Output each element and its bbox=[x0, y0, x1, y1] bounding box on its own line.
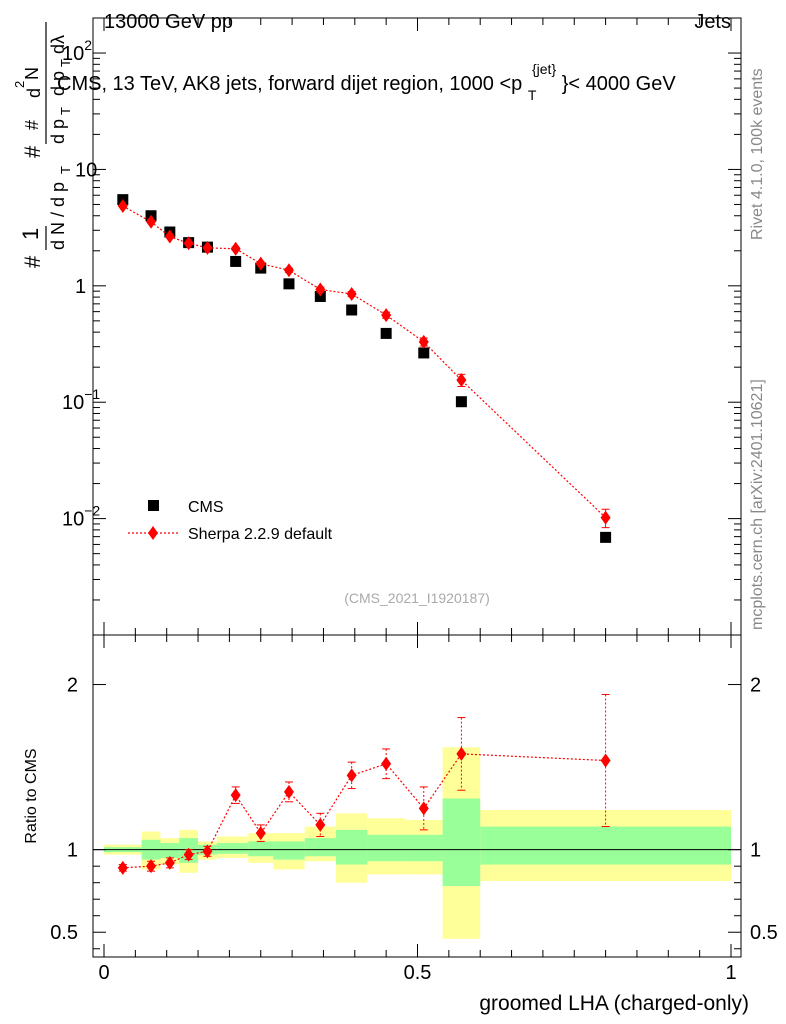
y-tick-label: 102 bbox=[62, 37, 92, 65]
chart-title: CMS, 13 TeV, AK8 jets, forward dijet reg… bbox=[57, 57, 676, 105]
cms-data-point bbox=[455, 396, 467, 408]
svg-text:dλ: dλ bbox=[48, 35, 68, 54]
mcplots-label: mcplots.cern.ch [arXiv:2401.10621] bbox=[749, 379, 766, 630]
y-tick-label: 10 bbox=[75, 159, 97, 181]
sherpa-data-point bbox=[600, 510, 611, 525]
svg-text:d N / d p: d N / d p bbox=[48, 182, 68, 250]
uncertainty-band-stat bbox=[273, 841, 305, 860]
xlabel: groomed LHA (charged-only) bbox=[479, 992, 749, 1015]
cms-data-point bbox=[346, 304, 358, 316]
cms-data-point bbox=[600, 531, 612, 543]
svg-text:d p: d p bbox=[48, 71, 68, 96]
ratio-data-point bbox=[202, 844, 213, 859]
uncertainty-band-stat bbox=[160, 843, 180, 858]
svg-text:#: # bbox=[22, 120, 42, 130]
y-tick-label: 1 bbox=[75, 276, 86, 298]
legend-sherpa-label: Sherpa 2.2.9 default bbox=[188, 526, 333, 543]
ratio-data-point bbox=[283, 784, 294, 799]
ratio-ylabel: Ratio to CMS bbox=[23, 748, 40, 843]
ratio-data-point bbox=[183, 847, 194, 862]
ratio-data-point bbox=[230, 788, 241, 803]
x-tick-label: 1 bbox=[725, 962, 736, 984]
sherpa-data-point bbox=[255, 256, 266, 271]
ratio-data-point bbox=[600, 753, 611, 768]
svg-text:1: 1 bbox=[18, 228, 43, 240]
uncertainty-band-stat bbox=[216, 843, 249, 854]
ratio-data-point bbox=[146, 859, 157, 874]
cms-data-point bbox=[418, 347, 430, 359]
cms-data-point bbox=[283, 278, 295, 290]
ratio-line bbox=[122, 753, 606, 869]
top-ylabel: # 1 d N / d p T # # d p T d 2 N d p T dλ bbox=[12, 22, 73, 268]
ratio-y-tick-label-left: 1 bbox=[67, 840, 78, 862]
x-tick-label: 0 bbox=[98, 962, 109, 984]
svg-text:#: # bbox=[20, 145, 45, 158]
sherpa-data-point bbox=[164, 229, 175, 244]
x-tick-label: 0.5 bbox=[404, 962, 432, 984]
ratio-plot-frame bbox=[92, 634, 742, 958]
ratio-axis-ticks: 0.5 0.5 1 1 2 2 0 0.5 1 bbox=[50, 635, 778, 984]
top-axis-ticks: 10−2 10−1 1 10 102 bbox=[62, 17, 741, 636]
ratio-y-tick-label-left: 2 bbox=[67, 675, 78, 697]
uncertainty-band-stat bbox=[404, 834, 443, 862]
sherpa-data-point bbox=[456, 373, 467, 388]
y-tick-label: 10−2 bbox=[62, 503, 100, 531]
analysis-watermark: (CMS_2021_I1920187) bbox=[344, 590, 490, 606]
ratio-data-point bbox=[346, 768, 357, 783]
ratio-data-point bbox=[381, 756, 392, 771]
svg-text:d p: d p bbox=[48, 119, 68, 144]
svg-text:T: T bbox=[58, 59, 73, 67]
y-tick-label: 10−1 bbox=[62, 386, 100, 414]
ratio-y-tick-label-right: 2 bbox=[750, 675, 761, 697]
uncertainty-band-stat bbox=[442, 798, 481, 886]
legend: CMS Sherpa 2.2.9 default bbox=[128, 499, 333, 543]
svg-text:2: 2 bbox=[12, 81, 27, 88]
sherpa-data-point bbox=[202, 240, 213, 255]
uncertainty-band-stat bbox=[248, 841, 274, 857]
ratio-data-point bbox=[255, 826, 266, 841]
sherpa-data-point bbox=[283, 263, 294, 278]
ratio-data-point bbox=[117, 860, 128, 875]
header-collision-label: 13000 GeV pp bbox=[104, 11, 233, 33]
sherpa-data-point bbox=[418, 334, 429, 349]
svg-text:d: d bbox=[24, 88, 44, 98]
ratio-y-tick-label-left: 0.5 bbox=[50, 922, 78, 944]
svg-text:T: T bbox=[58, 107, 73, 115]
sherpa-data-point bbox=[183, 236, 194, 251]
svg-text:T: T bbox=[58, 166, 73, 174]
sherpa-data-point bbox=[117, 199, 128, 214]
svg-text:#: # bbox=[20, 255, 45, 268]
uncertainty-band-stat bbox=[480, 826, 731, 865]
cms-data-point bbox=[230, 255, 242, 267]
sherpa-data-point bbox=[315, 282, 326, 297]
uncertainty-band-stat bbox=[304, 838, 336, 857]
ratio-data-point bbox=[315, 817, 326, 832]
cms-data-point bbox=[380, 327, 392, 339]
sherpa-data-point bbox=[346, 287, 357, 302]
ratio-data-point bbox=[164, 855, 175, 870]
legend-cms-label: CMS bbox=[188, 499, 224, 516]
legend-cms-marker bbox=[148, 500, 159, 511]
sherpa-line bbox=[122, 205, 607, 519]
ratio-data-point bbox=[418, 801, 429, 816]
uncertainty-band-stat bbox=[367, 834, 405, 862]
ratio-y-tick-label-right: 0.5 bbox=[750, 922, 778, 944]
uncertainty-band-stat bbox=[335, 829, 368, 865]
header-process-label: Jets bbox=[694, 11, 731, 33]
rivet-version-label: Rivet 4.1.0, 100k events bbox=[749, 68, 766, 240]
svg-text:N: N bbox=[22, 67, 42, 80]
sherpa-data-point bbox=[230, 241, 241, 256]
ratio-y-tick-label-right: 1 bbox=[750, 840, 761, 862]
sherpa-data-point bbox=[146, 214, 157, 229]
legend-sherpa-marker bbox=[148, 526, 158, 540]
ratio-data-point bbox=[456, 746, 467, 761]
sherpa-data-point bbox=[381, 308, 392, 323]
